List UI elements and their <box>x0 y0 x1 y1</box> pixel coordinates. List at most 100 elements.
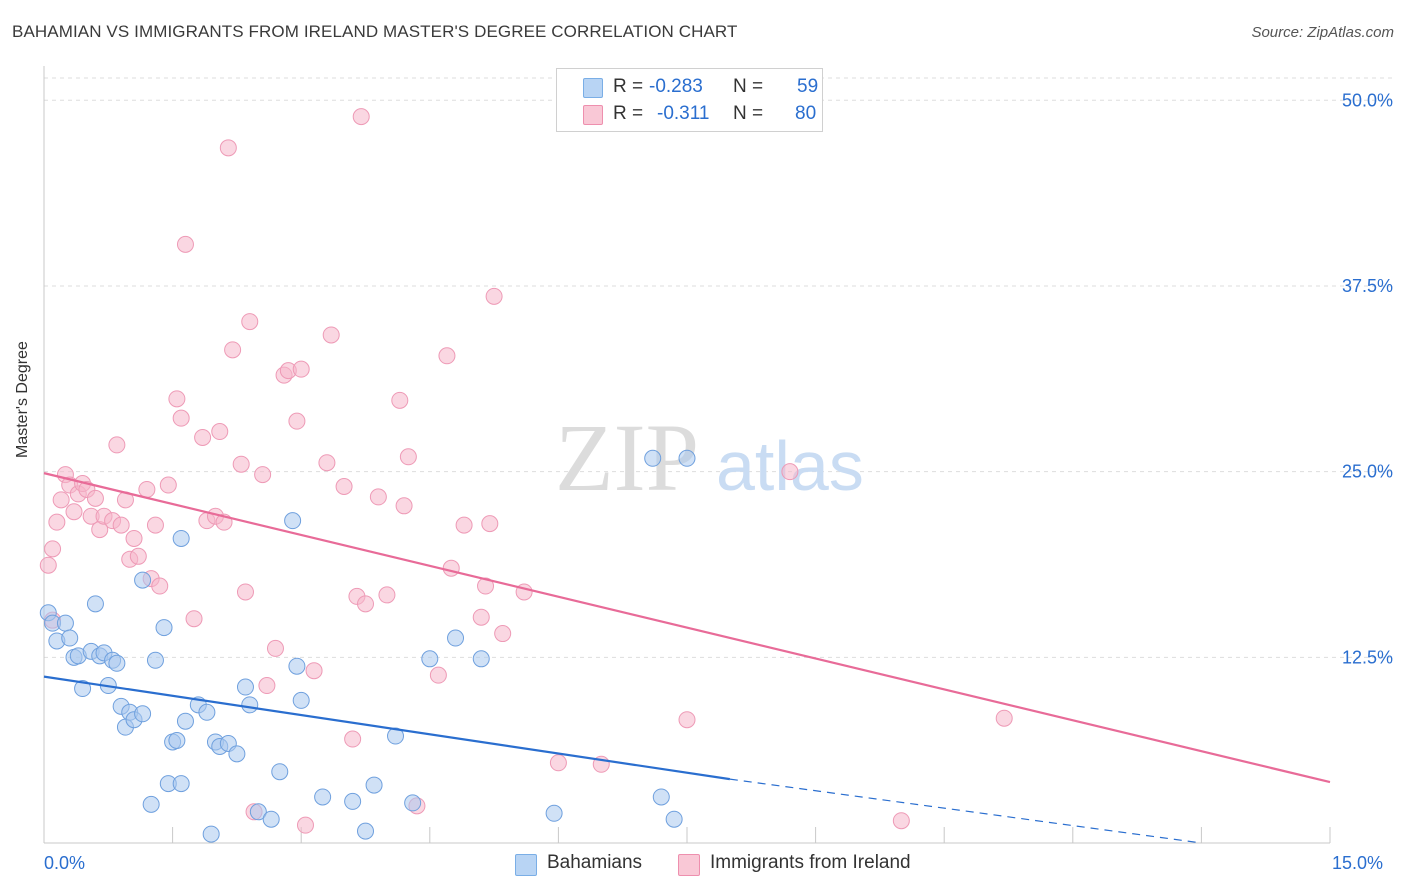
point-ireland <box>168 390 186 408</box>
point-bahamians <box>678 449 696 467</box>
watermark-zip: ZIP <box>555 404 699 511</box>
y-tick-label: 12.5% <box>1342 647 1393 667</box>
point-bahamians <box>284 512 302 530</box>
point-bahamians <box>292 691 310 709</box>
watermark: ZIP atlas <box>555 404 864 511</box>
point-bahamians <box>262 810 280 828</box>
point-ireland <box>52 491 70 509</box>
point-bahamians <box>74 680 92 698</box>
point-ireland <box>344 730 362 748</box>
point-ireland <box>129 547 147 565</box>
point-ireland <box>781 463 799 481</box>
point-bahamians <box>447 629 465 647</box>
point-bahamians <box>86 595 104 613</box>
point-ireland <box>172 409 190 427</box>
point-bahamians <box>155 619 173 637</box>
legend-swatch-ireland <box>583 105 603 125</box>
correlation-legend: R = -0.283 N = 59 R = -0.311 N = 80 <box>556 68 823 132</box>
point-ireland <box>892 812 910 830</box>
point-ireland <box>112 516 130 534</box>
point-bahamians <box>172 529 190 547</box>
point-ireland <box>335 477 353 495</box>
point-ireland <box>48 513 66 531</box>
point-ireland <box>429 666 447 684</box>
y-tick-label: 25.0% <box>1342 462 1393 482</box>
point-ireland <box>399 448 417 466</box>
point-ireland <box>477 577 495 595</box>
bottom-legend-label: Immigrants from Ireland <box>710 852 911 873</box>
point-bahamians <box>61 629 79 647</box>
point-bahamians <box>288 657 306 675</box>
point-bahamians <box>652 788 670 806</box>
point-bahamians <box>236 678 254 696</box>
point-ireland <box>472 608 490 626</box>
point-bahamians <box>168 732 186 750</box>
point-bahamians <box>172 775 190 793</box>
point-ireland <box>995 709 1013 727</box>
point-ireland <box>232 455 250 473</box>
point-ireland <box>236 583 254 601</box>
point-bahamians <box>472 650 490 668</box>
y-tick-labels: 12.5% 25.0% 37.5% 50.0% <box>1342 90 1393 667</box>
point-bahamians <box>344 792 362 810</box>
point-bahamians <box>421 650 439 668</box>
point-ireland <box>292 360 310 378</box>
point-bahamians <box>365 776 383 794</box>
legend-n-value: 59 <box>797 76 819 97</box>
source-credit: Source: ZipAtlas.com <box>1251 24 1394 41</box>
point-ireland <box>224 341 242 359</box>
point-ireland <box>159 476 177 494</box>
point-ireland <box>485 287 503 305</box>
point-bahamians <box>241 696 259 714</box>
point-bahamians <box>357 822 374 840</box>
point-bahamians <box>545 804 563 822</box>
point-ireland <box>296 816 314 834</box>
point-bahamians <box>228 745 246 763</box>
point-ireland <box>391 391 409 409</box>
point-bahamians <box>198 703 216 721</box>
trend-lines <box>43 472 1331 844</box>
point-ireland <box>442 559 460 577</box>
grid-lines <box>44 77 1392 658</box>
point-bahamians <box>644 449 662 467</box>
point-bahamians <box>142 795 160 813</box>
series-immigrants-from-ireland <box>39 108 1013 834</box>
point-ireland <box>211 423 229 441</box>
point-bahamians <box>56 614 74 632</box>
point-ireland <box>125 529 143 547</box>
point-bahamians <box>176 712 194 730</box>
point-ireland <box>481 515 499 533</box>
point-ireland <box>438 347 456 365</box>
legend-r-label: R = <box>613 76 644 97</box>
bottom-legend-swatch-ireland <box>678 854 700 876</box>
point-ireland <box>146 516 164 534</box>
point-ireland <box>322 326 340 344</box>
y-tick-label: 37.5% <box>1342 276 1393 296</box>
point-bahamians <box>202 825 220 843</box>
bottom-legend-swatch-bahamians <box>515 854 537 876</box>
legend-swatch-bahamians <box>583 78 603 98</box>
point-ireland <box>65 503 83 521</box>
trend-line-bahamians <box>43 675 731 781</box>
y-axis-label: Master's Degree <box>14 341 31 458</box>
point-ireland <box>185 610 203 628</box>
x-tick-label-min: 0.0% <box>44 853 86 873</box>
chart-title: BAHAMIAN VS IMMIGRANTS FROM IRELAND MAST… <box>12 22 738 41</box>
point-ireland <box>219 139 237 157</box>
y-tick-label: 50.0% <box>1342 90 1393 110</box>
point-ireland <box>378 586 396 604</box>
point-ireland <box>176 235 194 253</box>
point-ireland <box>258 677 276 695</box>
point-ireland <box>352 108 370 126</box>
point-ireland <box>138 480 156 498</box>
point-ireland <box>44 540 62 558</box>
point-bahamians <box>314 788 332 806</box>
legend-r-value: -0.283 <box>649 76 703 97</box>
point-bahamians <box>665 810 683 828</box>
legend-r-value: -0.311 <box>657 103 710 124</box>
point-ireland <box>39 556 57 574</box>
point-ireland <box>151 577 169 595</box>
point-bahamians <box>271 763 289 781</box>
point-bahamians <box>108 654 126 672</box>
